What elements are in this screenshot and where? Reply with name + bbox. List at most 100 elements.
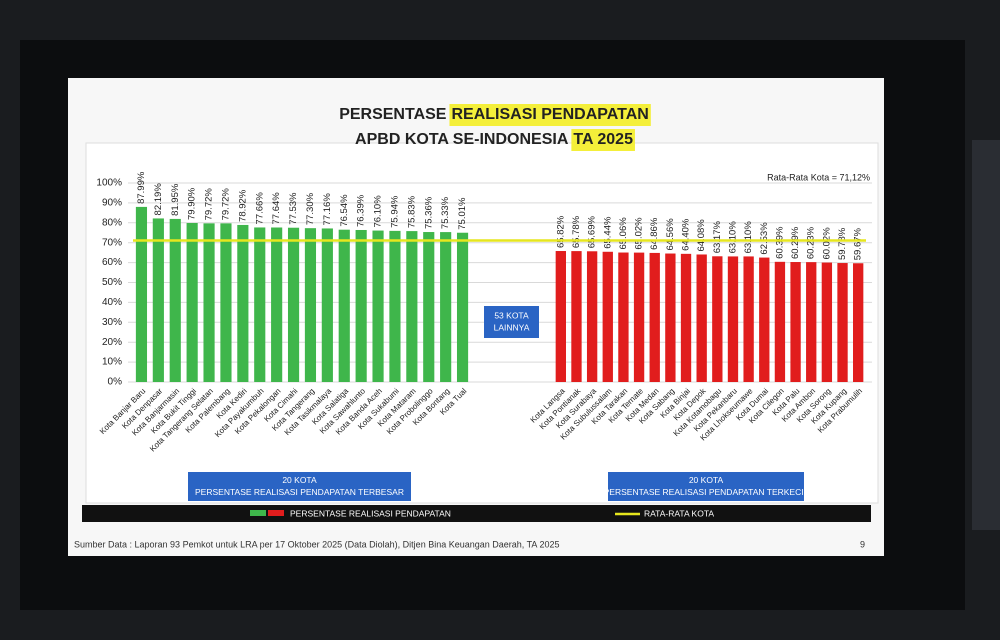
bar: [759, 257, 770, 382]
bar: [423, 232, 435, 382]
value-label: 75.01%: [457, 197, 468, 230]
bar: [152, 218, 164, 382]
value-label: 63.10%: [727, 221, 738, 254]
bar: [440, 232, 452, 382]
group-box: [608, 472, 804, 501]
bar: [665, 253, 676, 382]
value-label: 63.10%: [743, 221, 754, 254]
value-label: 81.95%: [170, 183, 181, 216]
bar: [135, 206, 148, 382]
value-label: 76.10%: [373, 195, 384, 228]
bar: [743, 256, 754, 382]
value-label: 65.44%: [602, 216, 613, 249]
y-tick-label: 0%: [108, 377, 123, 388]
value-label: 64.86%: [649, 217, 660, 250]
legend-label: RATA-RATA KOTA: [644, 508, 714, 518]
value-label: 59.67%: [853, 227, 864, 260]
middle-box-text: 53 KOTA: [494, 310, 529, 320]
value-label: 79.90%: [187, 187, 198, 220]
y-tick-label: 60%: [102, 257, 122, 268]
bar: [389, 230, 401, 382]
bar: [837, 263, 848, 382]
y-tick-label: 90%: [102, 198, 122, 209]
legend-swatch: [268, 510, 284, 516]
y-tick-label: 10%: [102, 357, 122, 368]
value-label: 75.94%: [389, 195, 400, 228]
bar: [220, 223, 232, 382]
bar: [203, 223, 215, 382]
bar: [618, 252, 629, 382]
value-label: 62.53%: [759, 222, 770, 255]
value-label: 65.69%: [587, 216, 598, 249]
y-tick-label: 30%: [102, 317, 122, 328]
value-label: 65.06%: [618, 217, 629, 250]
value-label: 65.02%: [634, 217, 645, 250]
bar: [712, 256, 723, 382]
bar: [821, 262, 833, 382]
value-label: 65.82%: [555, 215, 566, 248]
bar: [237, 224, 249, 382]
value-label: 64.40%: [681, 218, 692, 251]
legend-label: PERSENTASE REALISASI PENDAPATAN: [290, 508, 451, 518]
title-part: TA 2025: [573, 131, 633, 148]
value-label: 87.99%: [136, 171, 147, 204]
bar: [602, 251, 613, 382]
value-label: 77.30%: [305, 192, 316, 225]
bar: [456, 232, 469, 382]
bar: [774, 261, 786, 382]
bar: [727, 256, 739, 382]
y-tick-label: 70%: [102, 237, 122, 248]
value-label: 60.02%: [821, 227, 832, 260]
group-box-text: PERSENTASE REALISASI PENDAPATAN TERBESAR: [195, 487, 404, 497]
value-label: 60.39%: [774, 226, 785, 259]
average-label: Rata-Rata Kota = 71,12%: [767, 172, 870, 182]
legend-bar: [82, 505, 871, 522]
title-part: PERSENTASE: [339, 106, 447, 123]
value-label: 77.66%: [254, 192, 265, 225]
page-number: 9: [860, 539, 865, 549]
bar: [555, 251, 566, 382]
bar: [649, 252, 660, 382]
value-label: 79.72%: [204, 188, 215, 221]
middle-box-text: LAINNYA: [494, 322, 530, 332]
value-label: 63.17%: [712, 221, 723, 254]
group-box-text: PERSENTASE REALISASI PENDAPATAN TERKECIL: [604, 487, 809, 497]
bar: [696, 254, 707, 382]
group-box-text: 20 KOTA: [689, 475, 724, 485]
title-part: REALISASI PENDAPATAN: [451, 106, 648, 123]
y-tick-label: 50%: [102, 277, 122, 288]
middle-box: [484, 306, 539, 338]
value-label: 75.33%: [440, 196, 451, 229]
title-part: APBD KOTA SE-INDONESIA: [355, 131, 569, 148]
bar: [254, 227, 266, 382]
bar: [633, 252, 645, 382]
title-highlight: [571, 129, 635, 151]
bar: [372, 230, 384, 382]
value-label: 77.53%: [288, 192, 299, 225]
source-note: Sumber Data : Laporan 93 Pemkot untuk LR…: [74, 539, 559, 549]
y-tick-label: 100%: [96, 178, 122, 189]
legend-swatch: [250, 510, 266, 516]
title-highlight: [449, 104, 651, 126]
y-tick-label: 40%: [102, 297, 122, 308]
bar: [169, 218, 181, 382]
value-label: 76.39%: [356, 194, 367, 227]
bar: [304, 228, 317, 382]
bar: [680, 253, 692, 382]
value-label: 64.08%: [696, 219, 707, 252]
value-label: 75.36%: [423, 196, 434, 229]
bar: [406, 231, 418, 382]
value-label: 64.56%: [665, 218, 676, 251]
bar: [355, 229, 367, 382]
bar: [790, 262, 801, 382]
y-tick-label: 20%: [102, 337, 122, 348]
value-label: 78.92%: [237, 189, 248, 222]
value-label: 79.72%: [220, 188, 231, 221]
value-label: 59.78%: [837, 227, 848, 260]
side-thumbnails: [972, 140, 1000, 530]
value-label: 76.54%: [339, 194, 350, 227]
value-label: 65.78%: [571, 215, 582, 248]
bar: [287, 227, 300, 382]
bar: [586, 251, 598, 382]
